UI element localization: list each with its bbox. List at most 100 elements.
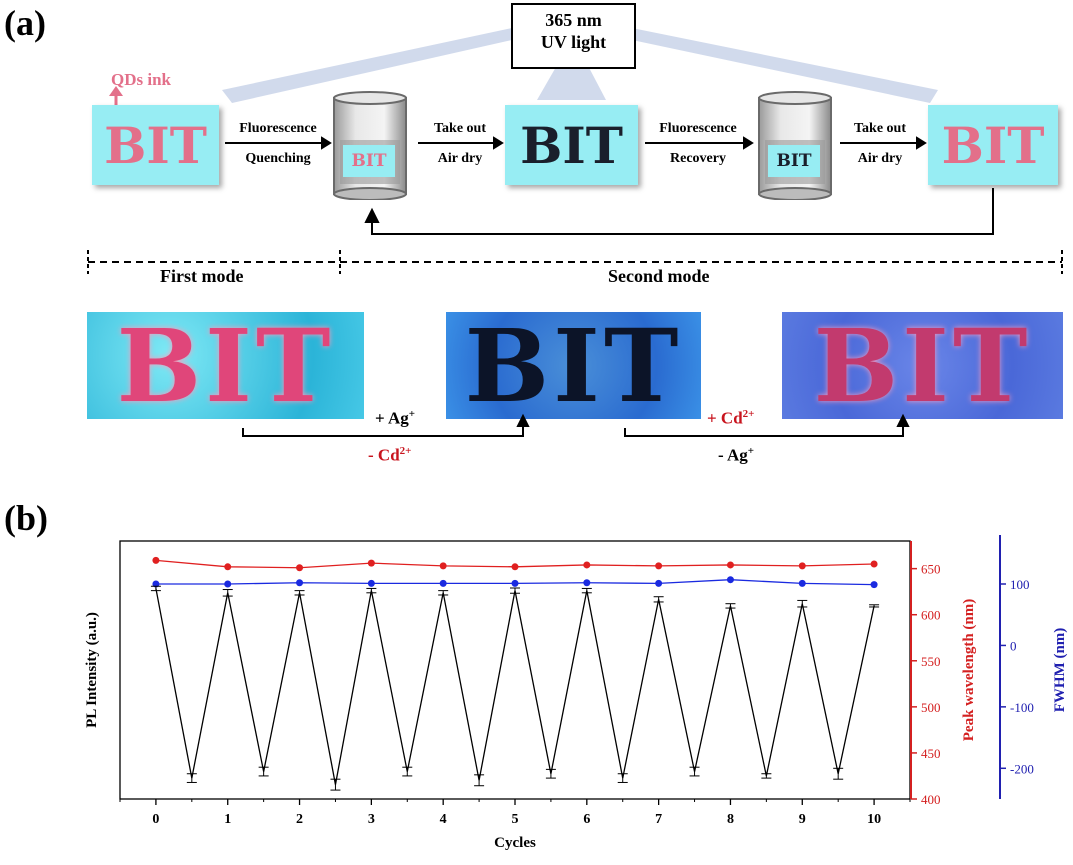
peak-wavelength-point bbox=[224, 563, 232, 571]
fwhm-point bbox=[511, 579, 519, 587]
peak-wavelength-point bbox=[296, 564, 304, 572]
pl-intensity-errorbar bbox=[474, 774, 485, 787]
pl-intensity-errorbar bbox=[510, 587, 520, 594]
ion-remove-ag: - Ag+ bbox=[718, 445, 754, 466]
peak-tick-label: 400 bbox=[921, 792, 941, 807]
peak-wavelength-point bbox=[726, 561, 734, 569]
cycle-chart: 0 1 2 3 4 5 6 7 8 9 10 400 450 500 550 600 650 -200 -100… bbox=[84, 535, 1068, 851]
bit-box-recovered: BIT bbox=[928, 105, 1058, 185]
peak-tick-label: 600 bbox=[921, 608, 941, 623]
x-ticks: 0 1 2 3 4 5 6 7 8 9 10 bbox=[119, 799, 911, 827]
step-takeout1-top: Take out bbox=[433, 121, 486, 136]
ion-add-cd: + Cd2+ bbox=[707, 408, 754, 429]
ion-add-cd-charge: 2+ bbox=[742, 408, 755, 420]
peak-tick-label: 450 bbox=[921, 746, 941, 761]
step-takeout2-top: Take out bbox=[853, 121, 906, 136]
pl-intensity-errorbar bbox=[653, 596, 664, 603]
x-tick-label: 5 bbox=[512, 812, 519, 827]
ion-remove-ag-text: - Ag bbox=[718, 445, 748, 465]
fwhm-point bbox=[798, 579, 806, 587]
pl-intensity-errorbar bbox=[833, 767, 844, 780]
uv-light-box: 365 nm UV light bbox=[511, 3, 636, 69]
uv-light-text: UV light bbox=[540, 32, 607, 52]
fwhm-tick-label: 100 bbox=[1010, 577, 1030, 592]
step-quench-top: Fluorescence bbox=[239, 121, 317, 136]
step-takeout2-bottom: Air dry bbox=[857, 151, 903, 166]
x-tick-label: 8 bbox=[727, 812, 734, 827]
photo-first-mode: BIT bbox=[87, 312, 364, 419]
x-axis-title: Cycles bbox=[494, 835, 536, 851]
panel-a-label: (a) bbox=[4, 3, 46, 43]
fwhm-point bbox=[655, 579, 663, 587]
fwhm-point bbox=[870, 581, 878, 589]
x-tick-label: 4 bbox=[440, 812, 447, 827]
pl-intensity-errorbar bbox=[617, 773, 628, 783]
chart-frame bbox=[119, 540, 911, 800]
pl-intensity-errorbar bbox=[438, 590, 449, 596]
pl-intensity-errorbar bbox=[366, 587, 377, 594]
bit-box-initial: BIT bbox=[92, 105, 219, 185]
peak-wavelength-point bbox=[870, 560, 878, 568]
fwhm-point bbox=[367, 579, 375, 587]
peak-wavelength-point bbox=[583, 561, 591, 569]
panel-b-label: (b) bbox=[4, 498, 48, 538]
ion-arrows bbox=[242, 413, 910, 437]
peak-wavelength-point bbox=[655, 562, 663, 570]
photo-recovered: BIT bbox=[782, 312, 1063, 419]
ion-add-ag-text: + Ag bbox=[375, 408, 409, 428]
qds-ink-label: QDs ink bbox=[111, 70, 171, 89]
peak-wavelength-point bbox=[439, 562, 447, 570]
pl-intensity-errorbar bbox=[689, 766, 700, 777]
step-takeout1-bottom: Air dry bbox=[437, 151, 483, 166]
second-mode-label: Second mode bbox=[608, 266, 710, 286]
fwhm-point bbox=[583, 579, 591, 587]
ion-remove-ag-charge: + bbox=[747, 445, 755, 457]
peak-wavelength-point bbox=[152, 556, 160, 564]
pl-intensity-errorbar bbox=[761, 773, 772, 779]
fwhm-point bbox=[439, 579, 447, 587]
pl-intensity-errorbar bbox=[258, 766, 269, 777]
uv-beam-center bbox=[537, 60, 606, 100]
series-layer bbox=[150, 556, 880, 791]
x-tick-label: 7 bbox=[655, 812, 662, 827]
pl-intensity-errorbar bbox=[186, 773, 197, 783]
ion-remove-cd: - Cd2+ bbox=[368, 445, 411, 466]
ion-remove-cd-text: - Cd bbox=[368, 445, 400, 465]
pl-intensity-errorbar bbox=[222, 589, 233, 597]
x-tick-label: 3 bbox=[368, 812, 375, 827]
fwhm-point bbox=[152, 580, 160, 588]
peak-wavelength-point bbox=[798, 562, 806, 570]
photo-recovered-text: BIT bbox=[813, 312, 1032, 419]
photo-quenched-text: BIT bbox=[464, 312, 683, 419]
uv-beam-right bbox=[632, 28, 938, 103]
pl-intensity-errorbar bbox=[869, 604, 880, 608]
fwhm-tick-label: 0 bbox=[1010, 638, 1017, 653]
x-tick-label: 10 bbox=[867, 812, 881, 827]
step-arrows bbox=[225, 136, 994, 235]
fwhm-tick-label: -200 bbox=[1010, 761, 1034, 776]
ion-add-cd-text: + Cd bbox=[707, 408, 743, 428]
peak-wavelength-point bbox=[511, 563, 519, 571]
pl-intensity-errorbar bbox=[797, 599, 808, 608]
first-mode-label: First mode bbox=[160, 266, 244, 286]
uv-wavelength: 365 nm bbox=[545, 10, 602, 30]
x-tick-label: 1 bbox=[224, 812, 231, 827]
x-tick-label: 9 bbox=[799, 812, 806, 827]
uv-beam-left bbox=[222, 28, 512, 103]
step-recover-top: Fluorescence bbox=[659, 121, 737, 136]
left-axis-title: PL Intensity (a.u.) bbox=[84, 612, 100, 728]
pl-intensity-errorbar bbox=[581, 587, 592, 594]
ion-add-ag: + Ag+ bbox=[375, 408, 415, 429]
pl-intensity-errorbar bbox=[150, 585, 161, 592]
fwhm-point bbox=[726, 576, 734, 584]
fwhm-point bbox=[224, 580, 232, 588]
fwhm-ticks: -200 -100 0 100 bbox=[1000, 577, 1034, 776]
step-recover-bottom: Recovery bbox=[670, 151, 726, 166]
pl-intensity-errorbar bbox=[330, 778, 341, 791]
beaker-ag-strip: BIT bbox=[768, 145, 820, 177]
peak-wavelength-point bbox=[367, 559, 375, 567]
pl-intensity-errorbar bbox=[402, 766, 413, 777]
step-quench-bottom: Quenching bbox=[245, 151, 311, 166]
uv-beams bbox=[222, 28, 938, 103]
photo-first-mode-text: BIT bbox=[116, 312, 335, 419]
